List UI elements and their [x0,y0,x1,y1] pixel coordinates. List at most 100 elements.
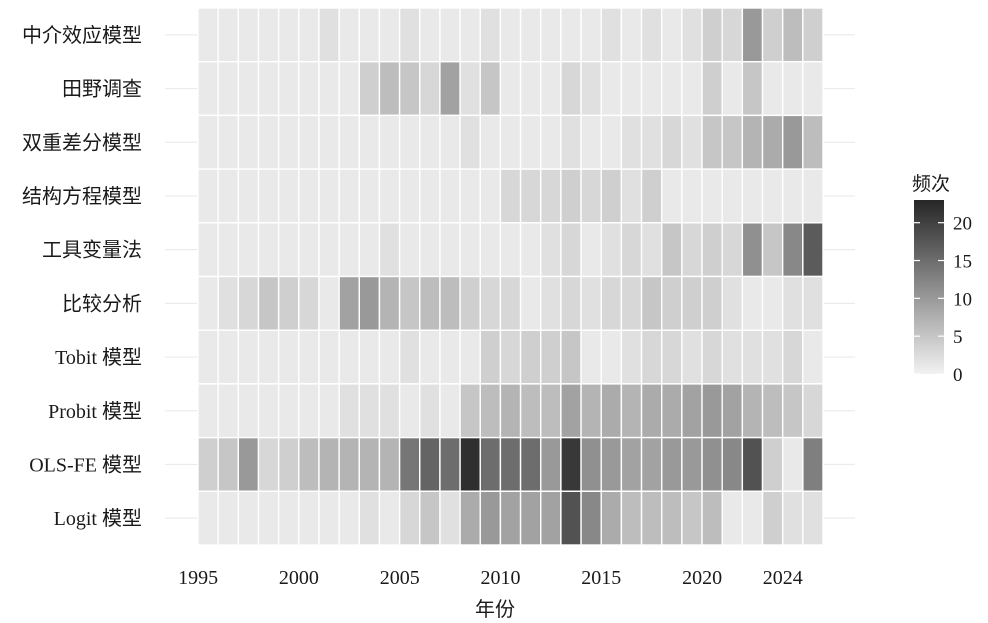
heatmap-cell [459,329,481,385]
heatmap-cell [237,222,260,278]
heatmap-cell [479,275,502,331]
heatmap-cell [519,436,542,493]
heatmap-cell [701,383,723,439]
heatmap-cell [640,329,663,385]
heatmap-cell [761,436,784,493]
heatmap-cell [358,436,381,493]
y-tick-label: OLS-FE 模型 [29,453,142,476]
heatmap-cell [701,114,723,170]
heatmap-cell [802,329,824,385]
heatmap-cell [560,490,582,546]
x-tick-label: 2000 [279,567,319,589]
x-axis: 1995 2000 2005 2010 2015 2020 2024 [178,567,803,589]
heatmap-cell [277,275,300,331]
heatmap-cell [479,383,502,439]
heatmap-cell [580,329,602,385]
heatmap-cell [560,275,582,331]
heatmap-cell [701,61,723,117]
y-tick-label: 工具变量法 [42,239,142,262]
legend-title: 频次 [912,173,950,195]
heatmap-cell [681,222,703,278]
heatmap-cell [257,168,280,224]
heatmap-cell [519,383,542,439]
heatmap-cell [600,436,623,493]
heatmap-cell [257,222,280,278]
heatmap-cell [197,168,219,224]
heatmap-cell [701,436,723,493]
heatmap-cell [338,275,360,331]
heatmap-cell [802,61,824,117]
heatmap-cell [640,61,663,117]
x-tick-label: 2024 [763,567,803,589]
heatmap-cell [701,490,723,546]
heatmap-cell [419,275,441,331]
heatmap-cell [378,168,401,224]
heatmap-cell [217,490,240,546]
heatmap-cell [459,383,481,439]
legend-tick-label: 0 [953,365,963,386]
heatmap-cell [681,275,703,331]
heatmap-cell [640,436,663,493]
heatmap-cell [620,7,643,63]
heatmap-cell [741,490,764,546]
heatmap-cell [661,114,683,170]
heatmap-cell [298,436,320,493]
heatmap-cell [560,168,582,224]
heatmap-cell [459,61,481,117]
heatmap-cell [277,383,300,439]
heatmap-cell [600,383,623,439]
heatmap-cell [499,7,522,63]
heatmap-cell [257,7,280,63]
heatmap-cell [781,114,804,170]
heatmap-cell [721,222,744,278]
heatmap-cell [398,222,421,278]
heatmap-cell [257,329,280,385]
heatmap-cell [237,329,260,385]
heatmap-cell [338,7,360,63]
heatmap-cell [802,490,824,546]
y-tick-label: Logit 模型 [54,507,142,530]
heatmap-cell [499,436,522,493]
heatmap-cell [459,275,481,331]
heatmap-cell [479,7,502,63]
heatmap-cell [580,61,602,117]
heatmap-cell [781,61,804,117]
heatmap-cell [338,490,360,546]
heatmap-cell [398,61,421,117]
heatmap-cell [318,222,340,278]
heatmap-cell [318,329,340,385]
x-tick-label: 2020 [682,567,722,589]
heatmap-cell [640,7,663,63]
heatmap-cell [398,114,421,170]
heatmap-cell [661,222,683,278]
heatmap-cell [358,168,381,224]
heatmap-cell [378,490,401,546]
heatmap-cell [298,329,320,385]
heatmap-cell [761,383,784,439]
legend-ticks: 0 5 10 15 20 [914,214,972,386]
heatmap-cell [661,275,683,331]
heatmap-cell [358,329,381,385]
heatmap-cell [540,168,562,224]
heatmap-cell [519,114,542,170]
heatmap-cell [197,329,219,385]
heatmap-cell [802,383,824,439]
heatmap-cell [277,61,300,117]
heatmap-cell [540,222,562,278]
heatmap-cell [761,61,784,117]
heatmap-cell [398,275,421,331]
heatmap-cell [358,222,381,278]
heatmap-cell [519,490,542,546]
heatmap-cell [761,275,784,331]
heatmap-cell [620,222,643,278]
heatmap-cell [721,490,744,546]
heatmap-cell [378,436,401,493]
heatmap-cell [741,114,764,170]
heatmap-cell [378,7,401,63]
heatmap-cell [338,114,360,170]
y-tick-label: 比较分析 [62,292,142,315]
heatmap-cell [237,114,260,170]
heatmap-cell [459,168,481,224]
heatmap-cell [781,383,804,439]
